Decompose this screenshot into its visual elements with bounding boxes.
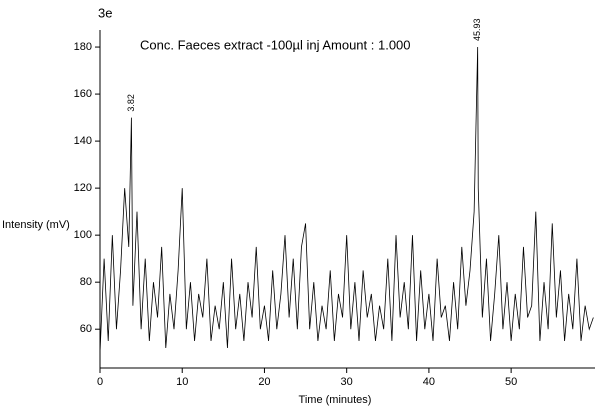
figure-label: 3e: [98, 5, 112, 20]
y-tick-label: 80: [80, 276, 92, 288]
x-tick-label: 10: [176, 376, 188, 388]
signal-line: [99, 47, 594, 353]
y-tick-label: 100: [74, 229, 92, 241]
y-tick-label: 60: [80, 323, 92, 335]
chart-title: Conc. Faeces extract -100µl inj Amount :…: [140, 37, 411, 52]
x-tick-label: 40: [423, 376, 435, 388]
x-axis-label: Time (minutes): [299, 394, 372, 406]
x-tick-label: 0: [97, 376, 103, 388]
y-tick-label: 180: [74, 41, 92, 53]
y-axis-label: Intensity (mV): [2, 219, 70, 231]
peak-label: 3.82: [126, 94, 136, 112]
x-tick-label: 50: [505, 376, 517, 388]
y-tick-label: 140: [74, 135, 92, 147]
x-tick-label: 20: [258, 376, 270, 388]
y-tick-label: 160: [74, 88, 92, 100]
y-tick-label: 120: [74, 182, 92, 194]
peak-label: 45.93: [472, 19, 482, 42]
x-tick-label: 30: [341, 376, 353, 388]
